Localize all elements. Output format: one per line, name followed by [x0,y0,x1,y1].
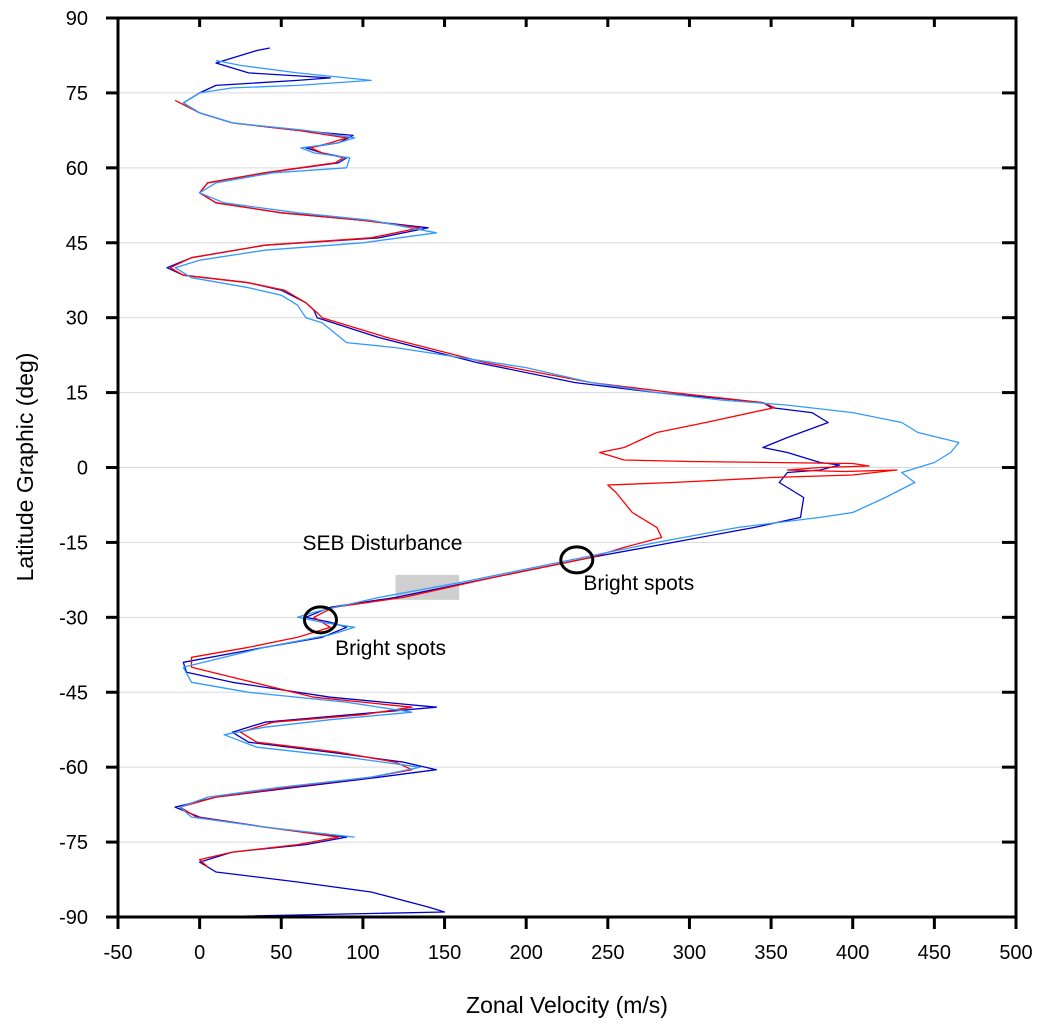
x-tick-label-10: 450 [918,942,951,964]
series-line-0 [166,47,841,918]
bright-spot-circle-0 [559,545,595,575]
y-tick-label-2: 60 [66,158,88,180]
x-tick-label-2: 50 [270,942,292,964]
y-tick-label-9: -45 [59,682,88,704]
series-group [166,47,960,918]
x-tick-label-0: -50 [104,942,133,964]
x-tick-label-9: 400 [836,942,869,964]
y-tick-label-0: 90 [66,8,88,30]
x-tick-label-8: 350 [754,942,787,964]
annotations: SEB Disturbance Bright spots Bright spots [302,532,694,660]
x-tick-label-7: 300 [673,942,706,964]
series-line-2 [174,59,960,838]
x-tick-label-5: 200 [509,942,542,964]
y-tick-label-4: 30 [66,308,88,330]
x-axis-title: Zonal Velocity (m/s) [466,992,668,1018]
gridlines [118,92,1016,843]
axis-ticks: -50 0 50 100 150 200 250 300 350 400 450 5009075604… [59,8,1033,964]
y-tick-label-10: -60 [59,757,88,779]
y-axis-title: Latitude Graphic (deg) [12,353,38,582]
annotation-1: Bright spots [583,572,694,595]
y-tick-label-12: -90 [59,907,88,929]
y-tick-label-1: 75 [66,83,88,105]
x-tick-label-6: 250 [591,942,624,964]
x-tick-label-1: 0 [194,942,205,964]
annotation-2: Bright spots [335,637,446,660]
y-tick-label-6: 0 [77,458,88,480]
x-tick-label-3: 100 [346,942,379,964]
series-line-1 [169,99,898,868]
y-tick-label-5: 15 [66,383,88,405]
y-tick-label-3: 45 [66,233,88,255]
x-tick-label-11: 500 [999,942,1032,964]
y-tick-label-7: -15 [59,532,88,554]
y-tick-label-11: -75 [59,832,88,854]
annotation-0: SEB Disturbance [302,532,462,555]
y-tick-label-8: -30 [59,607,88,629]
bright-spot-circle-1 [302,605,338,635]
x-tick-label-4: 150 [428,942,461,964]
